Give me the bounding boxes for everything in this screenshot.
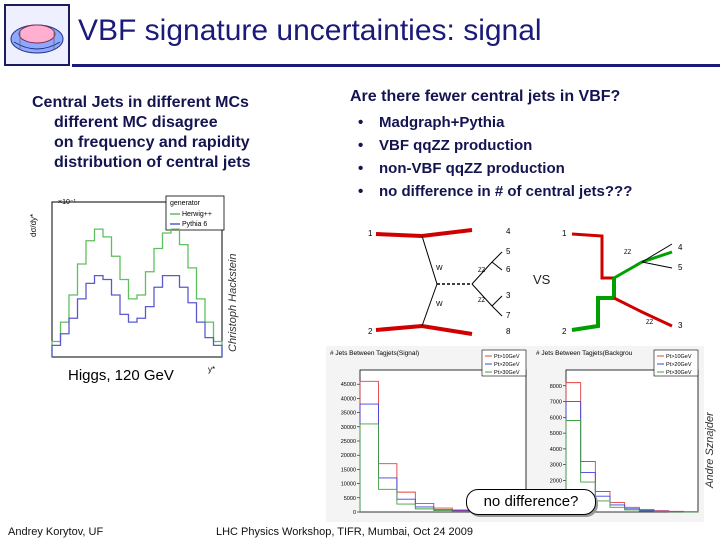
- bullet-text: VBF qqZZ production: [379, 137, 533, 154]
- vs-label: VS: [533, 272, 551, 287]
- quark-line-top: [375, 228, 473, 239]
- bullet-item: • VBF qqZZ production: [358, 137, 533, 154]
- svg-text:ZZ: ZZ: [646, 320, 654, 326]
- svg-text:4: 4: [506, 227, 511, 236]
- signal-hist-ytick-label: 40000: [341, 396, 356, 402]
- rapidity-scale-label: ×10⁻¹: [58, 199, 77, 206]
- gluon-line-right: [571, 296, 614, 332]
- signal-hist-ytick-label: 30000: [341, 425, 356, 431]
- background-hist-legend-entry: Pt>30GeV: [666, 370, 692, 376]
- svg-text:5: 5: [506, 247, 511, 256]
- rapidity-plot: dσ/dy* ×10⁻¹ generator Herwig++ Pythia 6…: [28, 192, 238, 388]
- signal-hist-ytick-label: 45000: [341, 382, 356, 388]
- signal-hist-ytick-label: 35000: [341, 411, 356, 417]
- background-hist-series-2: [565, 420, 699, 513]
- footer-author: Andrey Korytov, UF: [8, 526, 104, 538]
- svg-text:2: 2: [368, 327, 373, 336]
- no-difference-callout: no difference?: [466, 489, 596, 515]
- rapidity-legend-pythia: Pythia 6: [182, 221, 207, 228]
- svg-text:W: W: [436, 265, 443, 272]
- svg-text:1: 1: [368, 229, 373, 238]
- left-line-1: different MC disagree: [54, 114, 218, 131]
- background-hist-ytick-label: 3000: [550, 463, 562, 469]
- background-hist-ytick-label: 4000: [550, 447, 562, 453]
- background-hist-ytick-label: 7000: [550, 400, 562, 406]
- signal-hist-ytick-label: 15000: [341, 467, 356, 473]
- svg-text:W: W: [436, 301, 443, 308]
- background-hist-title: # Jets Between Tagjets(Backgrou: [536, 350, 633, 357]
- rapidity-ylabel: dσ/dy*: [29, 214, 38, 237]
- footer-event: LHC Physics Workshop, TIFR, Mumbai, Oct …: [216, 526, 473, 538]
- credit-right: Andre Sznajder: [704, 412, 716, 488]
- background-hist-ytick-label: 5000: [550, 431, 562, 437]
- bullet-text: Madgraph+Pythia: [379, 114, 505, 131]
- slide-title: VBF signature uncertainties: signal: [78, 14, 542, 47]
- rapidity-xlabel: y*: [208, 365, 215, 374]
- rapidity-legend-herwig: Herwig++: [182, 211, 212, 218]
- signal-hist-legend-entry: Pt>20GeV: [494, 362, 520, 368]
- svg-text:2: 2: [562, 327, 567, 336]
- title-underline: [72, 64, 720, 67]
- feynman-diagrams: 1 2 W W ZZ ZZ 4 5 6 3 7 8 1 2 4 5 3 Z: [362, 222, 692, 342]
- rapidity-series-pythia: [51, 274, 223, 357]
- bullet-text: no difference in # of central jets???: [379, 183, 633, 200]
- right-heading: Are there fewer central jets in VBF?: [350, 88, 621, 105]
- svg-text:8: 8: [506, 327, 511, 336]
- bullet-item: • Madgraph+Pythia: [358, 114, 505, 131]
- svg-text:ZZ: ZZ: [478, 268, 486, 274]
- svg-text:3: 3: [506, 291, 511, 300]
- signal-hist-ytick-label: 5000: [344, 496, 356, 502]
- bullet-item: • no difference in # of central jets???: [358, 183, 633, 200]
- quark-line-right-top: [571, 232, 614, 280]
- rapidity-annotation: Higgs, 120 GeV: [68, 367, 174, 384]
- signal-hist-axes: [359, 369, 527, 513]
- background-hist-ytick-label: 6000: [550, 415, 562, 421]
- bullet-list: • Madgraph+Pythia • VBF qqZZ production • n…: [352, 111, 632, 203]
- background-hist-axes: [565, 369, 699, 513]
- bullet-item: • non-VBF qqZZ production: [358, 160, 565, 177]
- rapidity-legend-title: generator: [170, 200, 201, 207]
- svg-text:1: 1: [562, 229, 567, 238]
- svg-text:6: 6: [506, 265, 511, 274]
- background-hist-legend-entry: Pt>10GeV: [666, 354, 692, 360]
- svg-text:3: 3: [678, 321, 683, 330]
- signal-hist-legend-entry: Pt>10GeV: [494, 354, 520, 360]
- signal-hist-title: # Jets Between Tagjets(Signal): [330, 350, 419, 357]
- w-boson-1: [421, 235, 438, 285]
- signal-hist-ytick-label: 10000: [341, 482, 356, 488]
- signal-hist-ytick-label: 20000: [341, 453, 356, 459]
- signal-hist-legend-entry: Pt>30GeV: [494, 370, 520, 376]
- left-line-2: on frequency and rapidity: [54, 134, 250, 151]
- bullet-text: non-VBF qqZZ production: [379, 160, 565, 177]
- left-line-3: distribution of central jets: [54, 154, 251, 171]
- signal-hist-ytick-label: 0: [353, 510, 356, 516]
- background-hist-ytick-label: 2000: [550, 478, 562, 484]
- signal-hist-ytick-label: 25000: [341, 439, 356, 445]
- svg-text:7: 7: [506, 311, 511, 320]
- background-hist-legend-entry: Pt>20GeV: [666, 362, 692, 368]
- quark-line-bottom: [375, 323, 473, 336]
- credit-left: Christoph Hackstein: [227, 253, 239, 352]
- w-boson-2: [421, 283, 438, 327]
- logo-3d-surface-icon: [4, 4, 70, 66]
- svg-text:4: 4: [678, 243, 683, 252]
- left-text-block: Central Jets in different MCs different …: [32, 93, 250, 173]
- rapidity-series-herwig: [51, 228, 223, 357]
- svg-text:ZZ: ZZ: [624, 250, 632, 256]
- background-hist-ytick-label: 8000: [550, 384, 562, 390]
- svg-text:ZZ: ZZ: [478, 298, 486, 304]
- left-heading: Central Jets in different MCs: [32, 94, 249, 111]
- svg-text:5: 5: [678, 263, 683, 272]
